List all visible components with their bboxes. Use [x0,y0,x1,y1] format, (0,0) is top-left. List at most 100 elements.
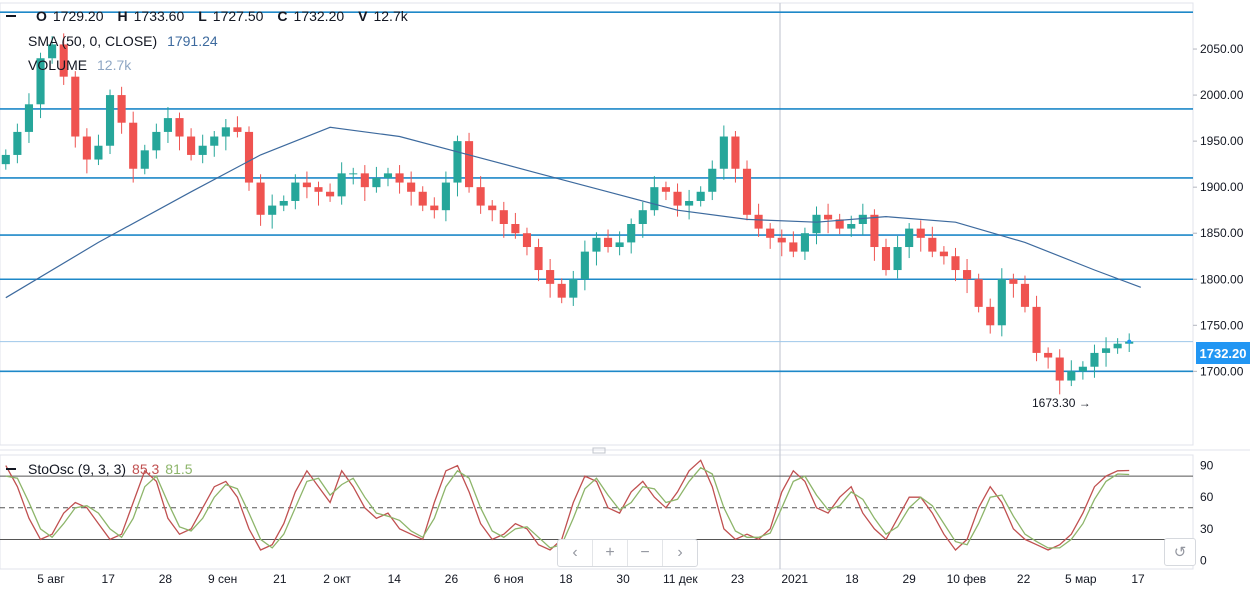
candle-body[interactable] [974,279,983,307]
candle-body[interactable] [233,127,242,132]
candle-body[interactable] [13,131,22,155]
candle-body[interactable] [835,219,844,229]
candle-body[interactable] [650,187,659,211]
candle-body[interactable] [708,168,717,192]
candle-body[interactable] [997,279,1006,326]
candle-body[interactable] [603,237,613,248]
candle-body[interactable] [302,182,311,188]
candle-body[interactable] [742,168,752,215]
candle-body[interactable] [372,177,381,188]
candle-body[interactable] [1009,279,1018,284]
candle-body[interactable] [754,214,763,229]
candle-body[interactable] [1090,352,1099,367]
candle-body[interactable] [1101,348,1111,353]
scroll-right-button[interactable]: › [677,544,683,561]
candle-body[interactable] [268,205,277,215]
candle-body[interactable] [441,182,450,211]
candle-body[interactable] [661,187,670,192]
zoom-out-button[interactable]: − [628,540,663,566]
stochastic-d-line[interactable] [5,466,1130,549]
candle-body[interactable] [430,205,439,211]
candle-body[interactable] [48,44,57,59]
candle-body[interactable] [140,150,149,169]
scroll-left-button[interactable]: ‹ [558,540,593,566]
candle-body[interactable] [627,224,636,243]
candle-body[interactable] [360,173,369,188]
oscillator-legend[interactable]: StoOsc (9, 3, 3) 85.3 81.5 [6,461,193,477]
candle-body[interactable] [291,182,300,201]
candle-body[interactable] [951,256,960,271]
candle-body[interactable] [175,118,184,137]
candle-body[interactable] [210,136,219,146]
candle-body[interactable] [117,95,126,123]
candle-body[interactable] [696,191,705,201]
candle-body[interactable] [580,251,589,280]
candle-body[interactable] [546,270,555,284]
volume-legend[interactable]: VOLUME 12.7k [28,57,131,73]
candle-body[interactable] [1044,352,1053,358]
candle-body[interactable] [870,214,879,248]
candle-body[interactable] [1113,343,1122,349]
candle-body[interactable] [1020,283,1030,307]
candle-body[interactable] [314,187,323,192]
candle-body[interactable] [59,44,68,77]
candle-body[interactable] [916,228,925,238]
candle-body[interactable] [71,76,80,137]
candle-body[interactable] [534,247,543,271]
candle-body[interactable] [499,210,508,224]
candle-body[interactable] [511,224,520,234]
candle-body[interactable] [1032,306,1041,353]
candle-body[interactable] [152,131,161,151]
candle-body[interactable] [615,242,624,248]
candle-body[interactable] [928,237,937,252]
candle-body[interactable] [824,214,833,220]
candle-body[interactable] [1055,357,1064,381]
candle-body[interactable] [256,182,265,215]
candle-body[interactable] [418,191,427,206]
reset-chart-button[interactable]: ↺ [1164,538,1196,566]
candle-body[interactable] [163,118,172,132]
candle-body[interactable] [383,173,393,178]
candle-body[interactable] [858,214,867,224]
candle-body[interactable] [187,136,196,155]
candle-body[interactable] [1078,366,1087,372]
candle-body[interactable] [893,247,902,271]
pane-resize-handle-icon[interactable] [592,447,606,454]
candle-body[interactable] [1067,371,1076,381]
candle-body[interactable] [1,154,10,165]
collapse-oscillator-icon[interactable] [6,468,16,470]
candle-body[interactable] [986,306,995,326]
candle-body[interactable] [847,224,856,229]
stochastic-k-line[interactable] [5,459,1130,551]
candle-body[interactable] [24,104,34,132]
candle-body[interactable] [244,131,254,183]
candle-body[interactable] [94,145,103,160]
candle-body[interactable] [129,122,138,169]
collapse-icon[interactable] [6,15,16,17]
candle-body[interactable] [407,182,416,192]
candle-body[interactable] [789,242,798,252]
candle-body[interactable] [453,141,462,183]
candle-body[interactable] [198,145,207,155]
candle-body[interactable] [82,136,91,160]
candle-body[interactable] [673,191,682,206]
candle-body[interactable] [731,136,740,169]
candle-body[interactable] [569,279,578,298]
candle-body[interactable] [522,233,532,248]
candle-body[interactable] [963,270,972,280]
candle-body[interactable] [592,237,601,252]
candle-body[interactable] [488,205,497,211]
zoom-in-button[interactable]: + [593,540,628,566]
candle-body[interactable] [685,200,694,206]
candle-body[interactable] [881,247,891,271]
candle-body[interactable] [105,95,115,146]
candle-body[interactable] [719,136,728,169]
candle-body[interactable] [939,251,948,257]
candle-body[interactable] [476,187,485,206]
candle-body[interactable] [337,173,346,197]
candle-body[interactable] [638,210,647,224]
price-pane[interactable] [0,2,1194,446]
candle-body[interactable] [326,191,335,197]
